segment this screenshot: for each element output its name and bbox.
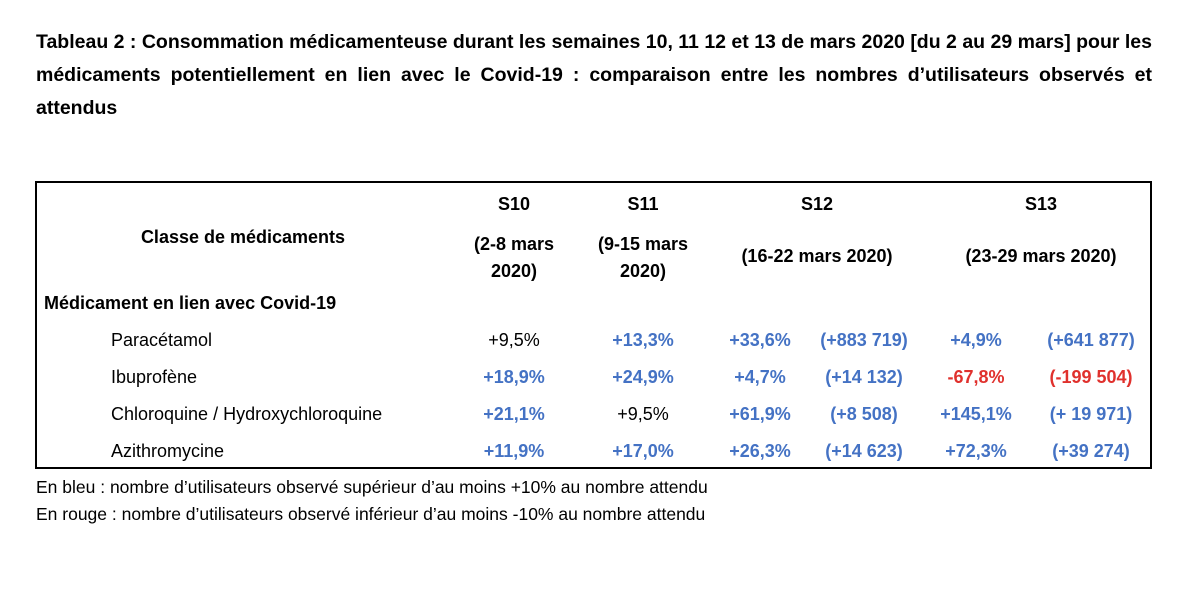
row-s12-count: (+8 508) <box>830 404 898 424</box>
row-s11-value: +9,5% <box>617 404 669 424</box>
week-s11-period-line2: 2020) <box>619 261 667 281</box>
drug-consumption-table: Classe de médicaments S10 (2-8 mars 2020… <box>35 181 1152 469</box>
row-s12-percent: +4,7% <box>734 367 786 387</box>
row-drug-name: Ibuprofène <box>111 367 198 387</box>
row-s13-percent: +4,9% <box>950 330 1002 350</box>
row-s12-percent: +33,6% <box>729 330 791 350</box>
row-s12-percent: +26,3% <box>729 441 791 461</box>
row-s11-value: +17,0% <box>612 441 674 461</box>
week-s10-period-line2: 2020) <box>490 261 538 281</box>
legend-note-blue: En bleu : nombre d’utilisateurs observé … <box>36 477 708 497</box>
row-s13-count: (+641 877) <box>1047 330 1135 350</box>
week-s13-label: S13 <box>1024 194 1058 214</box>
row-s10-value: +18,9% <box>483 367 545 387</box>
row-s11-value: +13,3% <box>612 330 674 350</box>
row-s13-count: (+39 274) <box>1052 441 1130 461</box>
row-s13-count: (+ 19 971) <box>1049 404 1133 424</box>
row-drug-name: Azithromycine <box>111 441 225 461</box>
week-s10-period-line1: (2-8 mars <box>473 234 555 254</box>
week-s11-label: S11 <box>627 194 659 214</box>
row-s12-percent: +61,9% <box>729 404 791 424</box>
row-s13-percent: -67,8% <box>947 367 1005 387</box>
week-s12-period: (16-22 mars 2020) <box>741 246 893 266</box>
week-s12-label: S12 <box>800 194 834 214</box>
row-s12-count: (+883 719) <box>820 330 908 350</box>
week-s11-period-line1: (9-15 mars <box>597 234 689 254</box>
row-s10-value: +9,5% <box>488 330 540 350</box>
row-drug-name: Chloroquine / Hydroxychloroquine <box>111 404 383 424</box>
week-s10-label: S10 <box>497 194 531 214</box>
row-s13-percent: +72,3% <box>945 441 1007 461</box>
legend-note-red: En rouge : nombre d’utilisateurs observé… <box>36 504 706 524</box>
row-s11-value: +24,9% <box>612 367 674 387</box>
row-s12-count: (+14 623) <box>825 441 903 461</box>
week-s13-period: (23-29 mars 2020) <box>965 246 1117 266</box>
table-caption: Tableau 2 : Consommation médicamenteuse … <box>36 31 1152 119</box>
row-s12-count: (+14 132) <box>825 367 903 387</box>
group-label: Médicament en lien avec Covid-19 <box>44 293 337 313</box>
row-s13-percent: +145,1% <box>940 404 1012 424</box>
row-s10-value: +21,1% <box>483 404 545 424</box>
row-s13-count: (-199 504) <box>1049 367 1133 387</box>
row-s10-value: +11,9% <box>483 441 545 461</box>
class-header: Classe de médicaments <box>140 227 346 247</box>
row-drug-name: Paracétamol <box>111 330 213 350</box>
